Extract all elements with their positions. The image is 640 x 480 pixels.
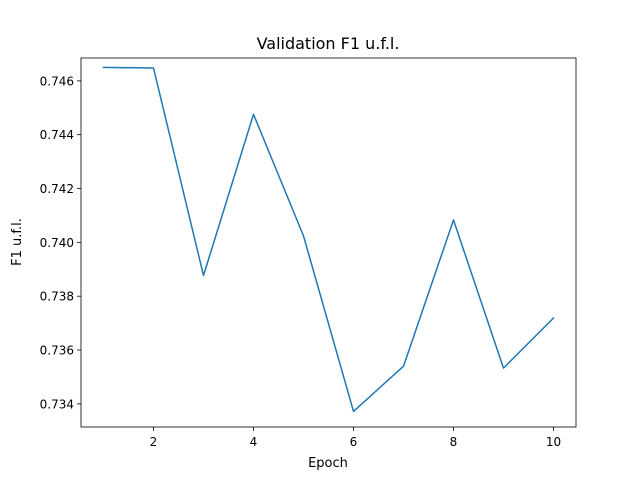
- y-tick-label: 0.738: [40, 290, 74, 304]
- y-tick-label: 0.744: [40, 128, 74, 142]
- x-axis: 2 4 6 8 10: [150, 427, 561, 449]
- y-axis: 0.734 0.736 0.738 0.740 0.742 0.744 0.746: [40, 74, 81, 411]
- chart-title: Validation F1 u.f.l.: [257, 34, 400, 53]
- y-tick-label: 0.736: [40, 344, 74, 358]
- y-tick-label: 0.734: [40, 397, 74, 411]
- x-tick-label: 6: [350, 435, 358, 449]
- y-tick-label: 0.746: [40, 74, 74, 88]
- x-tick-label: 2: [150, 435, 158, 449]
- y-tick-label: 0.742: [40, 182, 74, 196]
- y-axis-label: F1 u.f.l.: [10, 218, 25, 266]
- x-tick-label: 10: [546, 435, 561, 449]
- x-axis-label: Epoch: [308, 456, 348, 471]
- series-line: [102, 66, 555, 413]
- y-tick-label: 0.740: [40, 236, 74, 250]
- x-tick-label: 4: [250, 435, 258, 449]
- x-tick-label: 8: [450, 435, 458, 449]
